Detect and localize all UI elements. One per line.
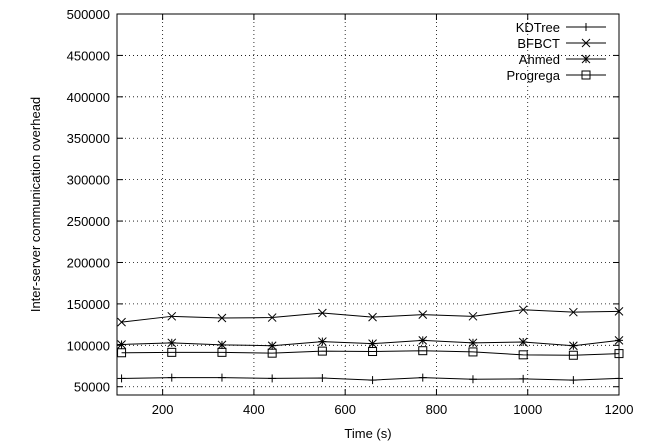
data-point-cross xyxy=(468,311,478,321)
data-point-plus xyxy=(615,374,623,383)
legend-item: BFBCT xyxy=(517,36,606,51)
data-point-plus xyxy=(318,374,327,383)
data-point-plus xyxy=(217,373,226,382)
data-point-cross xyxy=(581,38,591,48)
y-tick-label: 450000 xyxy=(67,48,110,63)
data-point-plus xyxy=(167,373,176,382)
data-point-star xyxy=(418,335,428,345)
data-point-square xyxy=(518,350,528,360)
data-point-square xyxy=(267,348,277,358)
y-tick-label: 200000 xyxy=(67,255,110,270)
series-progrega xyxy=(117,346,624,360)
data-point-cross xyxy=(569,307,578,317)
series-line xyxy=(121,309,620,323)
y-tick-label: 150000 xyxy=(67,297,110,312)
data-point-square xyxy=(581,70,591,80)
series-kdtree xyxy=(117,373,623,385)
legend-label: KDTree xyxy=(516,20,560,35)
data-point-star xyxy=(267,341,277,351)
data-point-square xyxy=(568,350,578,360)
series-ahmed xyxy=(117,335,624,351)
x-tick-label: 200 xyxy=(152,402,174,417)
data-point-square xyxy=(468,347,478,357)
series-bfbct xyxy=(117,305,624,327)
data-point-star xyxy=(614,335,624,345)
data-point-plus xyxy=(569,376,578,385)
data-point-star xyxy=(468,338,478,348)
legend-label: Ahmed xyxy=(519,52,560,67)
x-tick-label: 1000 xyxy=(513,402,542,417)
data-point-star xyxy=(217,340,227,350)
data-point-star xyxy=(368,339,377,349)
data-point-star xyxy=(117,340,126,349)
data-point-cross xyxy=(368,312,377,322)
x-tick-label: 1200 xyxy=(605,402,634,417)
data-point-plus xyxy=(468,375,477,384)
series-group xyxy=(117,305,624,385)
data-point-plus xyxy=(117,374,126,383)
legend-item: KDTree xyxy=(516,20,606,35)
data-point-square xyxy=(418,346,428,356)
data-point-square xyxy=(117,348,127,358)
data-point-plus xyxy=(418,373,427,382)
plot-frame xyxy=(116,13,620,396)
y-tick-label: 300000 xyxy=(67,173,110,188)
y-tick-label: 50000 xyxy=(74,380,110,395)
data-point-cross xyxy=(267,313,277,322)
legend-item: Ahmed xyxy=(519,52,606,67)
series-line xyxy=(121,350,620,356)
data-point-star xyxy=(518,337,528,347)
y-tick-label: 400000 xyxy=(67,90,110,105)
x-axis: 200 400 600 800 1000 1200 xyxy=(152,14,634,417)
data-point-cross xyxy=(167,311,177,321)
data-point-plus xyxy=(368,376,377,385)
data-point-star xyxy=(581,54,591,64)
y-tick-label: 250000 xyxy=(67,214,110,229)
legend-label: BFBCT xyxy=(517,36,560,51)
data-point-square xyxy=(368,347,378,357)
data-point-star xyxy=(569,341,578,351)
x-tick-label: 800 xyxy=(426,402,448,417)
y-tick-label: 500000 xyxy=(67,7,110,22)
data-point-cross xyxy=(217,313,227,323)
data-point-square xyxy=(317,346,327,356)
data-point-cross xyxy=(614,306,624,316)
data-point-plus xyxy=(519,374,528,383)
data-point-cross xyxy=(318,308,327,318)
data-point-square xyxy=(167,347,177,357)
data-point-star xyxy=(167,338,177,348)
data-point-plus xyxy=(582,23,590,31)
y-axis-title: Inter-server communication overhead xyxy=(28,97,43,312)
x-axis-title: Time (s) xyxy=(344,426,391,441)
y-tick-label: 100000 xyxy=(67,338,110,353)
data-point-star xyxy=(318,337,327,346)
data-point-cross xyxy=(117,317,126,327)
data-point-square xyxy=(614,349,624,359)
x-tick-label: 400 xyxy=(243,402,265,417)
data-point-plus xyxy=(268,374,277,383)
legend-item: Progrega xyxy=(507,68,606,83)
y-tick-label: 350000 xyxy=(67,131,110,146)
data-point-cross xyxy=(418,310,428,320)
data-point-square xyxy=(217,347,227,357)
data-point-cross xyxy=(518,305,528,315)
y-axis: 50000 100000 150000 200000 250000 300000 35000… xyxy=(67,7,619,395)
x-tick-label: 600 xyxy=(334,402,356,417)
legend-label: Progrega xyxy=(507,68,561,83)
